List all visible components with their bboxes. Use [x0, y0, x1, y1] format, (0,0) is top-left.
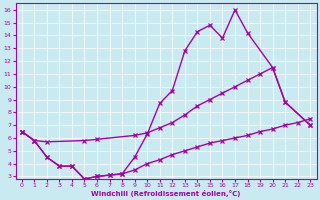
X-axis label: Windchill (Refroidissement éolien,°C): Windchill (Refroidissement éolien,°C) — [91, 190, 241, 197]
